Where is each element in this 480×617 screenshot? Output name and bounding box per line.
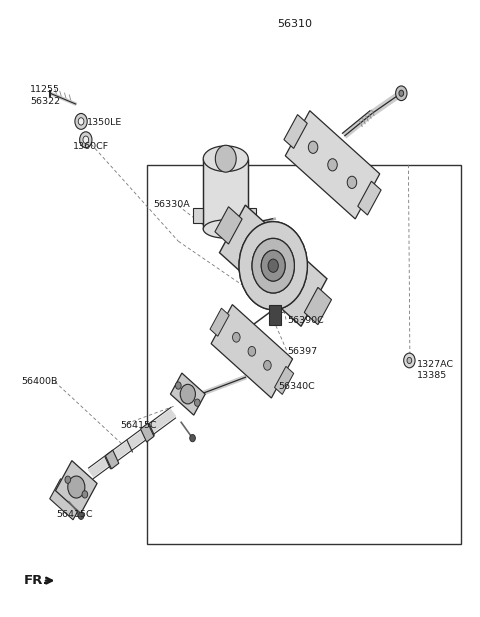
Circle shape: [75, 114, 87, 130]
Text: 56390C: 56390C: [288, 317, 324, 325]
Polygon shape: [275, 366, 294, 394]
Circle shape: [176, 382, 181, 389]
Circle shape: [68, 476, 85, 498]
Polygon shape: [141, 423, 154, 442]
Polygon shape: [304, 288, 332, 325]
Text: 1350LE: 1350LE: [87, 117, 122, 126]
Circle shape: [328, 159, 337, 171]
Text: 56310: 56310: [277, 19, 312, 29]
Polygon shape: [211, 305, 293, 398]
Polygon shape: [50, 479, 84, 520]
Circle shape: [190, 434, 195, 442]
Circle shape: [308, 141, 318, 154]
Text: 56340C: 56340C: [278, 383, 315, 391]
Text: 56322: 56322: [30, 97, 60, 106]
Text: 1327AC: 1327AC: [417, 360, 454, 369]
Circle shape: [407, 357, 412, 363]
Ellipse shape: [203, 220, 248, 238]
Circle shape: [248, 346, 256, 356]
Polygon shape: [284, 115, 307, 149]
Circle shape: [404, 353, 415, 368]
Bar: [203, 159, 248, 229]
Text: 1360CF: 1360CF: [73, 142, 109, 151]
Polygon shape: [215, 207, 242, 244]
Circle shape: [65, 476, 71, 483]
Polygon shape: [56, 461, 97, 513]
Circle shape: [399, 90, 404, 96]
Polygon shape: [106, 450, 119, 469]
Polygon shape: [285, 110, 380, 219]
Circle shape: [396, 86, 407, 101]
Circle shape: [232, 333, 240, 342]
Text: 56397: 56397: [288, 347, 318, 356]
Polygon shape: [170, 373, 205, 415]
Text: 11255: 11255: [30, 85, 60, 94]
Text: 56330A: 56330A: [154, 200, 191, 209]
Circle shape: [252, 238, 294, 293]
Circle shape: [261, 251, 285, 281]
Circle shape: [180, 384, 195, 404]
Text: 56415C: 56415C: [56, 510, 93, 519]
Circle shape: [239, 222, 307, 310]
Circle shape: [78, 512, 84, 520]
Bar: [269, 305, 281, 325]
Text: 13385: 13385: [417, 371, 447, 380]
Bar: [193, 207, 203, 223]
Circle shape: [194, 399, 200, 407]
Bar: [246, 207, 256, 223]
Circle shape: [83, 136, 89, 143]
Circle shape: [261, 251, 285, 281]
Circle shape: [80, 132, 92, 147]
Bar: [147, 165, 461, 544]
Circle shape: [264, 360, 271, 370]
Circle shape: [216, 145, 236, 172]
Circle shape: [347, 176, 357, 188]
Circle shape: [268, 259, 278, 272]
Circle shape: [82, 491, 88, 498]
Circle shape: [252, 238, 294, 293]
Ellipse shape: [203, 146, 248, 172]
Text: FR.: FR.: [24, 574, 49, 587]
Circle shape: [239, 222, 307, 310]
Circle shape: [78, 118, 84, 125]
Text: 56400B: 56400B: [21, 378, 57, 386]
Polygon shape: [210, 308, 229, 336]
Text: 56415C: 56415C: [120, 421, 157, 431]
Polygon shape: [219, 205, 327, 326]
Polygon shape: [358, 181, 381, 215]
